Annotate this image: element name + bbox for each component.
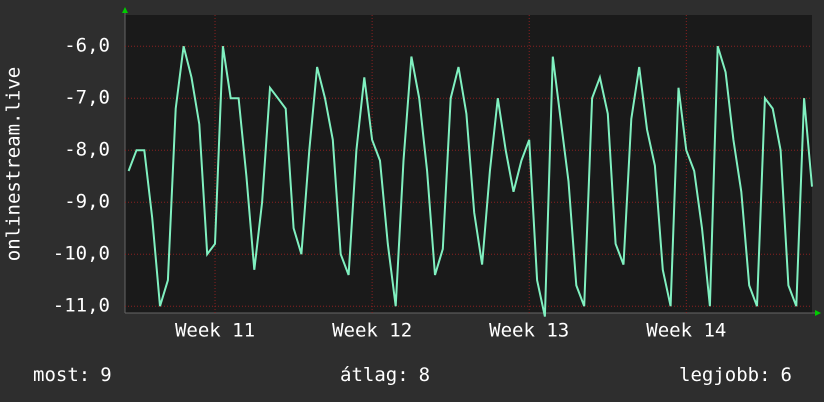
y-tick-label: -11,0 — [53, 295, 110, 317]
stat-label: átlag: — [340, 364, 409, 386]
stat: legjobb: 6 — [679, 364, 792, 386]
x-tick-label: Week 12 — [332, 320, 412, 342]
x-tick-label: Week 11 — [175, 320, 255, 342]
x-tick-label: Week 14 — [646, 320, 726, 342]
stat-value: 9 — [100, 364, 111, 386]
y-tick-label: -7,0 — [64, 87, 110, 109]
y-tick-label: -10,0 — [53, 243, 110, 265]
axis-arrow — [122, 7, 128, 13]
y-tick-label: -8,0 — [64, 139, 110, 161]
stat-label: legjobb: — [679, 364, 771, 386]
y-axis-label: onlinestream.live — [3, 67, 25, 261]
y-tick-label: -9,0 — [64, 191, 110, 213]
stat: átlag: 8 — [340, 364, 430, 386]
plot-area — [125, 15, 812, 313]
y-tick-label: -6,0 — [64, 35, 110, 57]
stat: most: 9 — [33, 364, 112, 386]
data-line — [127, 45, 813, 317]
x-tick-label: Week 13 — [489, 320, 569, 342]
axis-arrow — [815, 310, 821, 316]
stat-value: 6 — [781, 364, 792, 386]
stat-value: 8 — [419, 364, 430, 386]
stat-label: most: — [33, 364, 90, 386]
